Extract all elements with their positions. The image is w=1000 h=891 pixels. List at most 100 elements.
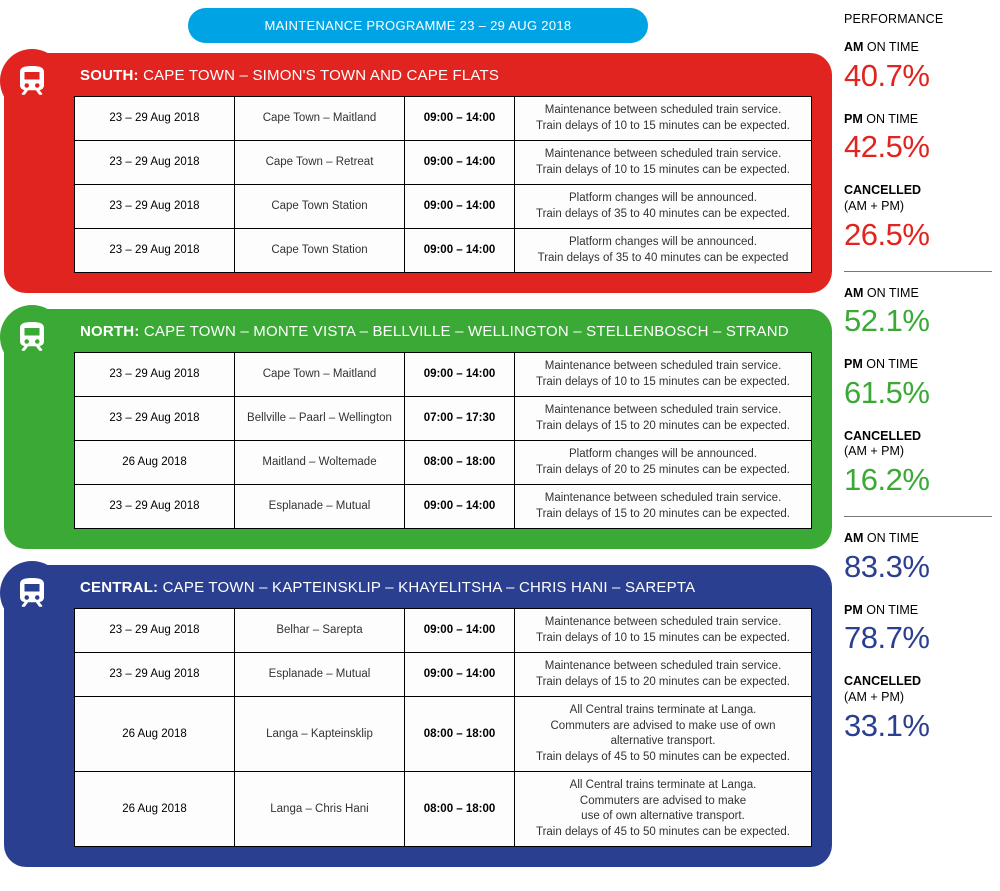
train-icon <box>0 49 64 113</box>
header-pill: MAINTENANCE PROGRAMME 23 – 29 AUG 2018 <box>188 8 648 43</box>
cell-note: All Central trains terminate at Langa.Co… <box>515 772 812 847</box>
line-title-central: CENTRAL: CAPE TOWN – KAPTEINSKLIP – KHAY… <box>80 579 812 596</box>
cell-route: Maitland – Woltemade <box>235 441 405 485</box>
stat-value: 52.1% <box>844 303 992 339</box>
table-row: 26 Aug 2018Langa – Chris Hani08:00 – 18:… <box>75 772 812 847</box>
cell-note: Platform changes will be announced.Train… <box>515 229 812 273</box>
cell-route: Cape Town Station <box>235 185 405 229</box>
cell-route: Cape Town – Maitland <box>235 353 405 397</box>
cell-route: Cape Town Station <box>235 229 405 273</box>
line-title-north: NORTH: CAPE TOWN – MONTE VISTA – BELLVIL… <box>80 323 812 340</box>
cell-note: All Central trains terminate at Langa.Co… <box>515 697 812 772</box>
cell-note: Maintenance between scheduled train serv… <box>515 353 812 397</box>
table-row: 23 – 29 Aug 2018Esplanade – Mutual09:00 … <box>75 485 812 529</box>
cell-time: 09:00 – 14:00 <box>405 229 515 273</box>
line-block-central: CENTRAL: CAPE TOWN – KAPTEINSKLIP – KHAY… <box>4 565 832 867</box>
stat-label: PM ON TIME <box>844 357 992 373</box>
train-icon <box>0 561 64 625</box>
train-icon <box>0 305 64 369</box>
stat-value: 26.5% <box>844 217 992 253</box>
stat-group: AM ON TIME 40.7% <box>844 40 992 94</box>
cell-time: 08:00 – 18:00 <box>405 772 515 847</box>
cell-time: 09:00 – 14:00 <box>405 609 515 653</box>
cell-time: 09:00 – 14:00 <box>405 185 515 229</box>
stat-value: 16.2% <box>844 462 992 498</box>
cell-route: Langa – Chris Hani <box>235 772 405 847</box>
table-row: 23 – 29 Aug 2018Esplanade – Mutual09:00 … <box>75 653 812 697</box>
cell-route: Esplanade – Mutual <box>235 485 405 529</box>
divider <box>844 271 992 272</box>
cell-date: 26 Aug 2018 <box>75 697 235 772</box>
stat-label: CANCELLED(AM + PM) <box>844 674 992 705</box>
cell-route: Cape Town – Maitland <box>235 97 405 141</box>
line-prefix: CENTRAL: <box>80 579 158 596</box>
stat-label: PM ON TIME <box>844 112 992 128</box>
cell-date: 23 – 29 Aug 2018 <box>75 229 235 273</box>
line-rest: CAPE TOWN – KAPTEINSKLIP – KHAYELITSHA –… <box>158 579 695 596</box>
line-rest: CAPE TOWN – SIMON'S TOWN AND CAPE FLATS <box>139 67 499 84</box>
stat-label: AM ON TIME <box>844 286 992 302</box>
stat-label: PM ON TIME <box>844 603 992 619</box>
cell-note: Maintenance between scheduled train serv… <box>515 141 812 185</box>
stat-value: 33.1% <box>844 708 992 744</box>
cell-note: Maintenance between scheduled train serv… <box>515 97 812 141</box>
cell-date: 23 – 29 Aug 2018 <box>75 609 235 653</box>
cell-note: Maintenance between scheduled train serv… <box>515 397 812 441</box>
stat-value: 61.5% <box>844 375 992 411</box>
stat-value: 83.3% <box>844 549 992 585</box>
stat-group: PM ON TIME 61.5% <box>844 357 992 411</box>
cell-note: Platform changes will be announced.Train… <box>515 185 812 229</box>
cell-date: 26 Aug 2018 <box>75 441 235 485</box>
cell-date: 23 – 29 Aug 2018 <box>75 185 235 229</box>
stat-group: CANCELLED(AM + PM)26.5% <box>844 183 992 252</box>
cell-note: Platform changes will be announced.Train… <box>515 441 812 485</box>
cell-note: Maintenance between scheduled train serv… <box>515 485 812 529</box>
schedule-table-central: 23 – 29 Aug 2018Belhar – Sarepta09:00 – … <box>74 608 812 847</box>
cell-date: 23 – 29 Aug 2018 <box>75 485 235 529</box>
cell-time: 09:00 – 14:00 <box>405 653 515 697</box>
table-row: 23 – 29 Aug 2018Cape Town Station09:00 –… <box>75 185 812 229</box>
table-row: 23 – 29 Aug 2018Cape Town Station09:00 –… <box>75 229 812 273</box>
table-row: 23 – 29 Aug 2018Bellville – Paarl – Well… <box>75 397 812 441</box>
table-row: 23 – 29 Aug 2018Cape Town – Retreat09:00… <box>75 141 812 185</box>
divider <box>844 516 992 517</box>
performance-title: PERFORMANCE <box>844 12 992 26</box>
cell-date: 23 – 29 Aug 2018 <box>75 97 235 141</box>
stat-label: CANCELLED(AM + PM) <box>844 183 992 214</box>
stat-group: AM ON TIME52.1% <box>844 286 992 340</box>
cell-time: 09:00 – 14:00 <box>405 485 515 529</box>
stat-label: AM ON TIME <box>844 531 992 547</box>
cell-date: 23 – 29 Aug 2018 <box>75 653 235 697</box>
cell-route: Cape Town – Retreat <box>235 141 405 185</box>
cell-date: 23 – 29 Aug 2018 <box>75 141 235 185</box>
stat-value: 78.7% <box>844 620 992 656</box>
stat-label: AM ON TIME <box>844 40 992 56</box>
cell-date: 23 – 29 Aug 2018 <box>75 397 235 441</box>
cell-route: Bellville – Paarl – Wellington <box>235 397 405 441</box>
cell-time: 07:00 – 17:30 <box>405 397 515 441</box>
cell-time: 08:00 – 18:00 <box>405 697 515 772</box>
table-row: 23 – 29 Aug 2018Cape Town – Maitland09:0… <box>75 97 812 141</box>
schedule-table-south: 23 – 29 Aug 2018Cape Town – Maitland09:0… <box>74 96 812 273</box>
schedule-table-north: 23 – 29 Aug 2018Cape Town – Maitland09:0… <box>74 352 812 529</box>
line-title-south: SOUTH: CAPE TOWN – SIMON'S TOWN AND CAPE… <box>80 67 812 84</box>
stat-label: CANCELLED(AM + PM) <box>844 429 992 460</box>
cell-route: Langa – Kapteinsklip <box>235 697 405 772</box>
cell-time: 09:00 – 14:00 <box>405 97 515 141</box>
cell-time: 09:00 – 14:00 <box>405 141 515 185</box>
stat-group: PM ON TIME42.5% <box>844 112 992 166</box>
line-block-north: NORTH: CAPE TOWN – MONTE VISTA – BELLVIL… <box>4 309 832 549</box>
cell-note: Maintenance between scheduled train serv… <box>515 609 812 653</box>
stat-group: PM ON TIME78.7% <box>844 603 992 657</box>
performance-sidebar: PERFORMANCE AM ON TIME 40.7% PM ON TIME42.… <box>844 8 992 762</box>
main-column: MAINTENANCE PROGRAMME 23 – 29 AUG 2018 S… <box>4 8 832 883</box>
line-prefix: NORTH: <box>80 323 140 340</box>
table-row: 26 Aug 2018Langa – Kapteinsklip08:00 – 1… <box>75 697 812 772</box>
line-block-south: SOUTH: CAPE TOWN – SIMON'S TOWN AND CAPE… <box>4 53 832 293</box>
stat-value: 40.7% <box>844 58 992 94</box>
stat-group: CANCELLED(AM + PM)16.2% <box>844 429 992 498</box>
cell-date: 26 Aug 2018 <box>75 772 235 847</box>
line-rest: CAPE TOWN – MONTE VISTA – BELLVILLE – WE… <box>140 323 789 340</box>
table-row: 23 – 29 Aug 2018Belhar – Sarepta09:00 – … <box>75 609 812 653</box>
cell-route: Belhar – Sarepta <box>235 609 405 653</box>
